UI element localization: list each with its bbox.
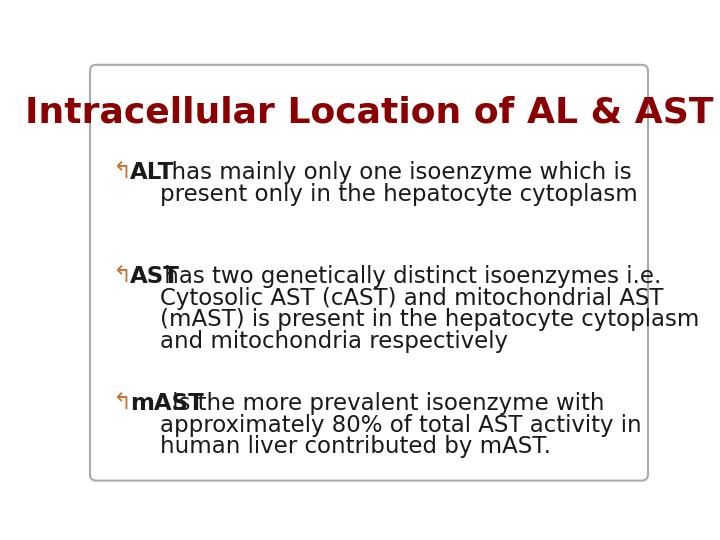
Text: human liver contributed by mAST.: human liver contributed by mAST. (160, 435, 551, 458)
Text: ↰: ↰ (112, 161, 131, 184)
Text: ↰: ↰ (112, 265, 131, 288)
Text: AST: AST (130, 265, 180, 288)
Text: ALT: ALT (130, 161, 174, 184)
Text: approximately 80% of total AST activity in: approximately 80% of total AST activity … (160, 414, 642, 437)
Text: Cytosolic AST (cAST) and mitochondrial AST: Cytosolic AST (cAST) and mitochondrial A… (160, 287, 663, 309)
Text: is the more prevalent isoenzyme with: is the more prevalent isoenzyme with (166, 392, 605, 415)
Text: present only in the hepatocyte cytoplasm: present only in the hepatocyte cytoplasm (160, 183, 637, 206)
Text: has mainly only one isoenzyme which is: has mainly only one isoenzyme which is (157, 161, 631, 184)
Text: has two genetically distinct isoenzymes i.e.: has two genetically distinct isoenzymes … (157, 265, 662, 288)
Text: and mitochondria respectively: and mitochondria respectively (160, 330, 508, 353)
Text: mAST: mAST (130, 392, 204, 415)
Text: (mAST) is present in the hepatocyte cytoplasm: (mAST) is present in the hepatocyte cyto… (160, 308, 699, 331)
Text: ↰: ↰ (112, 392, 131, 415)
Text: Intracellular Location of AL & AST: Intracellular Location of AL & AST (24, 96, 714, 130)
FancyBboxPatch shape (90, 65, 648, 481)
